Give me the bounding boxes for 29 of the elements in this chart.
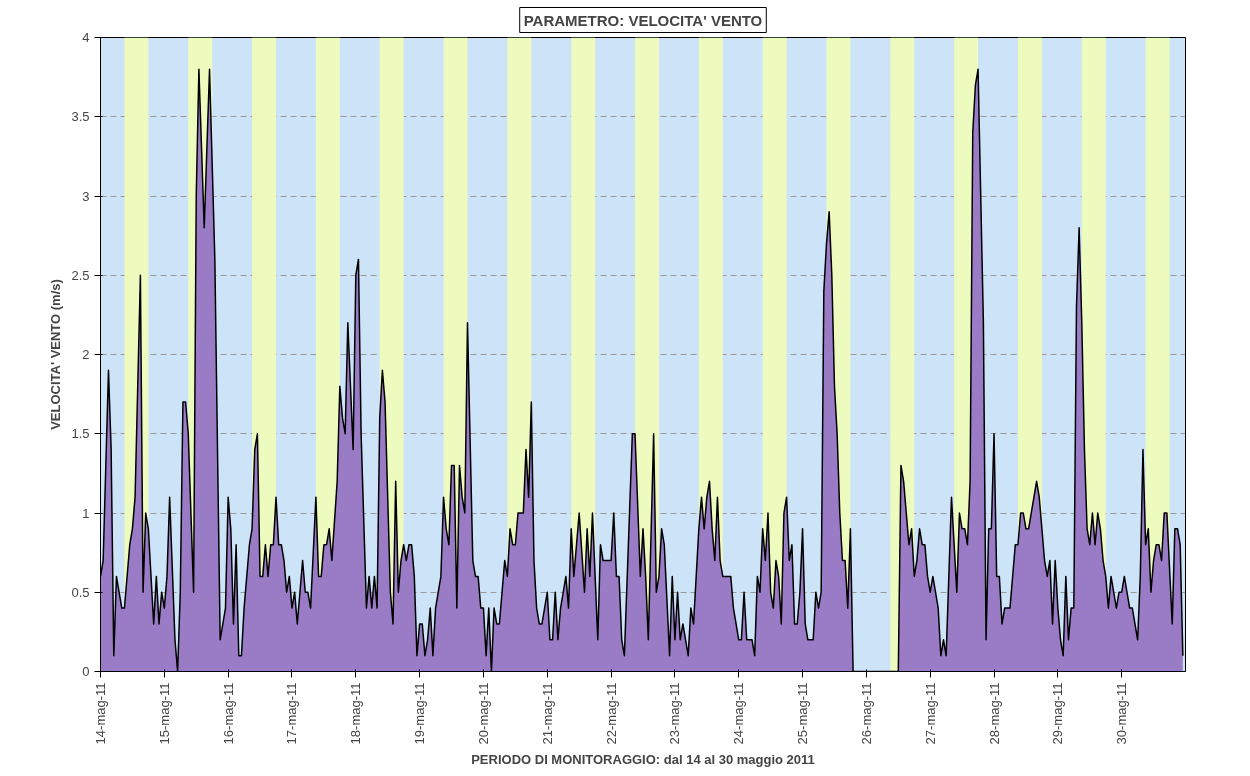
x-tick-label: 19-mag-11 [412,682,428,745]
x-tick-label: 21-mag-11 [539,682,555,745]
y-tick-label: 1.5 [71,426,90,442]
x-tick-label: 18-mag-11 [348,682,364,745]
x-tick-label: 14-mag-11 [93,682,108,745]
y-tick-label: 2 [82,347,90,362]
y-axis-title: VELOCITA' VENTO (m/s) [48,279,64,430]
y-tick-label: 3.5 [71,109,90,125]
x-tick-label: 26-mag-11 [858,682,874,745]
x-tick-label: 20-mag-11 [475,682,491,745]
x-tick-label: 29-mag-11 [1050,682,1066,745]
y-tick-label: 1 [82,505,90,521]
x-tick-label: 25-mag-11 [795,682,811,745]
x-tick-label: 27-mag-11 [922,682,938,745]
y-tick-label: 3 [82,188,90,204]
chart-title: PARAMETRO: VELOCITA' VENTO [523,11,763,29]
y-tick-label: 0 [82,664,90,679]
x-tick-label: 30-mag-11 [1114,682,1130,745]
y-tick-label: 0.5 [71,584,90,600]
x-axis-title: PERIODO DI MONITORAGGIO: dal 14 al 30 maggio 2011 [471,752,815,768]
x-tick-label: 23-mag-11 [667,682,683,745]
x-tick-label: 15-mag-11 [156,682,172,745]
x-tick-label: 22-mag-11 [603,682,619,745]
x-tick-label: 28-mag-11 [986,682,1002,745]
x-tick-label: 17-mag-11 [284,682,300,745]
y-tick-label: 4 [82,30,90,45]
x-tick-label: 24-mag-11 [731,682,747,745]
x-tick-label: 16-mag-11 [220,682,236,745]
y-tick-label: 2.5 [71,267,90,283]
